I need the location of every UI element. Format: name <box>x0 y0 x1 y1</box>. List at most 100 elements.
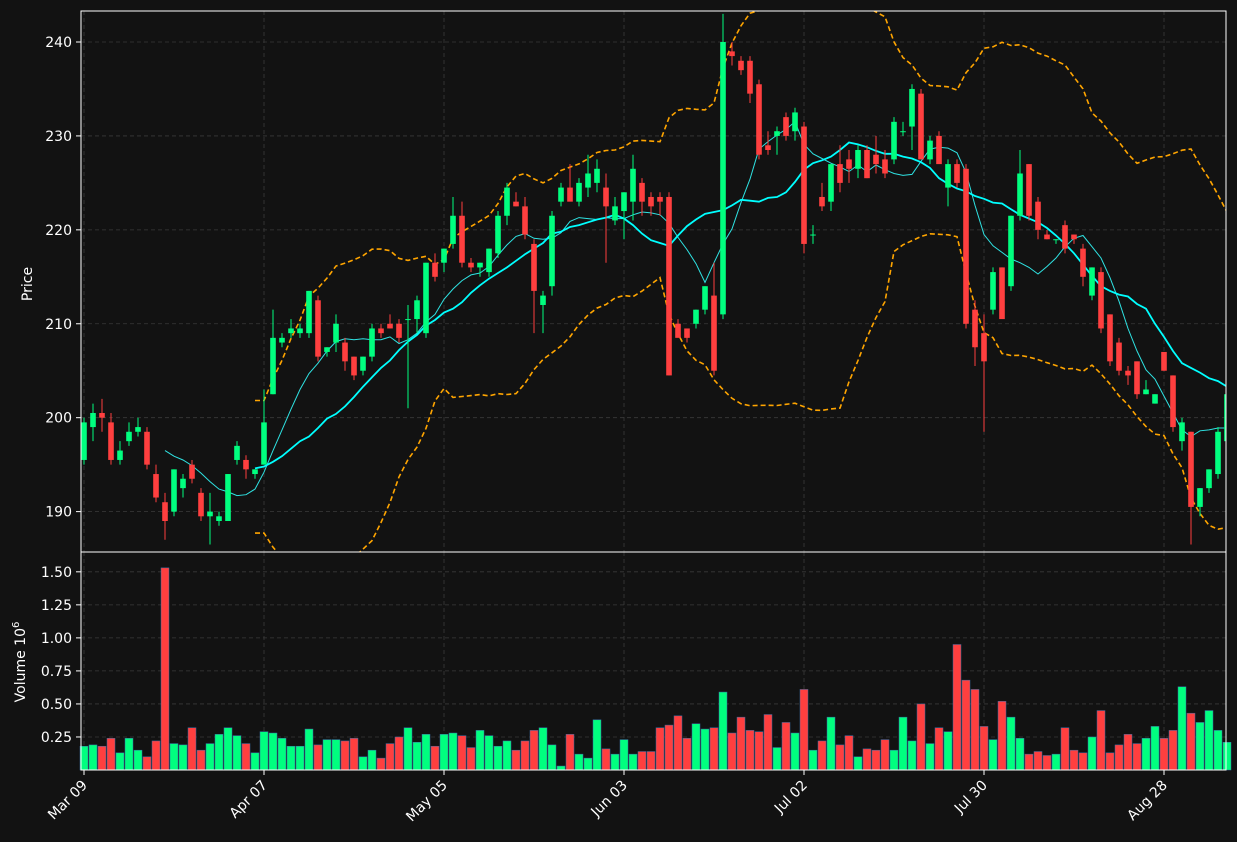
candle-body <box>1080 248 1086 277</box>
candle-body <box>1197 488 1203 507</box>
volume-bar <box>781 722 791 771</box>
volume-bar <box>691 723 701 771</box>
candle-body <box>1179 422 1185 442</box>
candle-body <box>1044 234 1050 240</box>
candle <box>1152 394 1158 404</box>
candle-body <box>666 196 672 376</box>
candle-body <box>891 121 897 160</box>
volume-bar <box>1123 734 1133 771</box>
panel-frames <box>80 10 1227 771</box>
volume-bar <box>376 757 386 771</box>
candle <box>279 333 285 348</box>
candle <box>603 173 609 263</box>
volume-bar <box>511 749 521 771</box>
candle <box>936 131 942 165</box>
candles <box>81 13 1226 545</box>
candle <box>405 304 411 409</box>
volume-bar <box>1060 727 1070 771</box>
candle-body <box>1089 267 1095 296</box>
candle <box>468 258 474 273</box>
volume-bar <box>835 744 845 771</box>
candle-body <box>747 60 753 94</box>
volume-bar <box>331 739 341 771</box>
candle <box>810 225 816 244</box>
candle <box>189 459 195 484</box>
candle <box>684 328 690 343</box>
candle-body <box>828 164 834 202</box>
volume-bar <box>196 749 206 771</box>
volume-bar <box>1024 753 1034 771</box>
candle <box>828 164 834 212</box>
volume-bars <box>79 567 1232 771</box>
candle-body <box>81 422 87 460</box>
price-axis-label: Price <box>20 267 36 301</box>
candle <box>945 159 951 207</box>
candle <box>819 182 825 212</box>
volume-bar <box>619 739 629 771</box>
volume-bar <box>844 735 854 771</box>
candle <box>873 135 879 174</box>
candle-body <box>729 51 735 57</box>
volume-bar <box>880 739 890 771</box>
volume-bar <box>358 756 368 771</box>
volume-bar <box>952 644 962 771</box>
candle-body <box>1116 342 1122 371</box>
price-tick-label: 200 <box>45 411 72 427</box>
candle-body <box>495 215 501 254</box>
volume-bar <box>817 740 827 771</box>
volume-bar <box>601 748 611 771</box>
volume-bar <box>538 727 548 771</box>
candle <box>414 295 420 334</box>
volume-bar <box>1078 752 1088 771</box>
candle <box>135 417 141 437</box>
candle <box>900 121 906 136</box>
candle-body <box>279 337 285 343</box>
volume-bar <box>655 727 665 771</box>
candle-body <box>207 511 213 517</box>
volume-bar <box>754 731 764 771</box>
volume-bar <box>1015 738 1025 771</box>
candle <box>1035 196 1041 240</box>
candle-body <box>720 41 726 315</box>
volume-bar <box>286 745 296 771</box>
volume-bar <box>1213 730 1223 771</box>
candle-body <box>459 215 465 263</box>
candle <box>585 154 591 197</box>
candle-body <box>990 272 996 310</box>
candle-body <box>369 328 375 357</box>
volume-bar <box>628 753 638 771</box>
candle <box>441 248 447 273</box>
candle-body <box>549 215 555 287</box>
candle-body <box>783 117 789 136</box>
volume-bar <box>979 726 989 771</box>
candle-body <box>927 140 933 160</box>
candle-body <box>855 150 861 169</box>
volume-bar <box>790 732 800 771</box>
volume-bar <box>322 739 332 771</box>
volume-bar <box>970 689 980 771</box>
candle <box>1044 229 1050 240</box>
volume-bar <box>997 701 1007 771</box>
volume-bar <box>592 719 602 771</box>
candle-body <box>603 187 609 207</box>
price-tick-label: 190 <box>45 505 72 521</box>
candle <box>954 159 960 188</box>
candle <box>1125 366 1131 385</box>
candle-body <box>252 469 258 475</box>
candle-body <box>90 412 96 428</box>
candle-body <box>531 243 537 291</box>
volume-tick-label: 1.50 <box>41 565 72 581</box>
candle-body <box>360 356 366 371</box>
candle-body <box>594 168 600 183</box>
candle-body <box>342 342 348 362</box>
candle-body <box>117 450 123 460</box>
candle-body <box>1125 370 1131 376</box>
volume-tick-label: 1.00 <box>41 631 72 647</box>
candle <box>477 262 483 277</box>
candle-body <box>846 159 852 169</box>
candle <box>747 56 753 104</box>
candle-body <box>1107 314 1113 362</box>
bollinger-bands <box>255 11 1226 552</box>
volume-bar <box>439 734 449 771</box>
